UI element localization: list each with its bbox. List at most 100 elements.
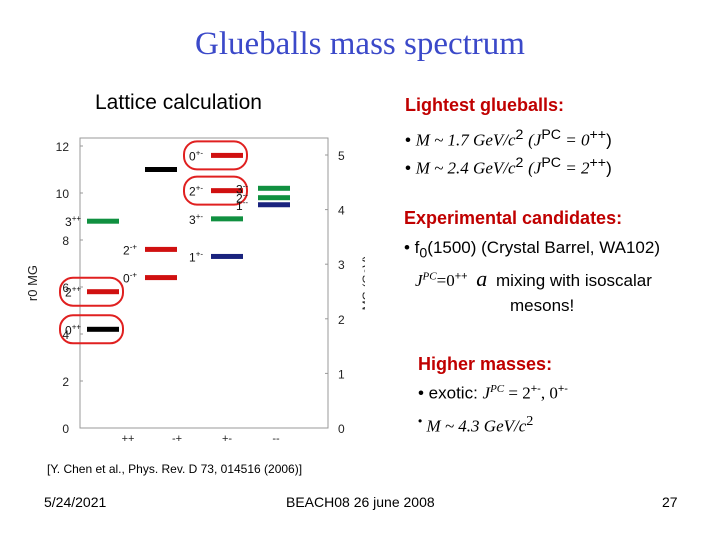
exp-line1-post: (1500) (Crystal Barrel, WA102) xyxy=(427,238,660,257)
exp-line-2: JPC=0++ a mixing with isoscalar xyxy=(415,266,652,292)
level-label: 3+- xyxy=(189,212,203,227)
jpc: (J xyxy=(528,158,542,178)
level-2-- xyxy=(258,195,290,201)
level-label-sup: ++ xyxy=(72,322,82,331)
level-1-- xyxy=(258,202,290,208)
jpc-eq: =0 xyxy=(436,271,455,290)
higher-pc: PC xyxy=(490,383,505,395)
jpc-pc: PC xyxy=(422,270,437,283)
level-2-+ xyxy=(145,246,177,252)
level-label-sup: -+ xyxy=(130,242,138,251)
higher-pre: • exotic: xyxy=(418,383,483,403)
level-2++ xyxy=(87,289,119,295)
higher-j: J xyxy=(482,383,491,403)
right-tick-label: 3 xyxy=(338,258,345,272)
footer-date: 5/24/2021 xyxy=(44,494,107,510)
level-label-sup: -+ xyxy=(130,271,138,280)
right-tick-label: 4 xyxy=(338,204,345,218)
right-tick-label: 0 xyxy=(338,422,345,436)
slide-title: Glueballs mass spectrum xyxy=(195,26,525,62)
level-label-sup: ++ xyxy=(72,214,82,223)
jpc-val-sup: ++ xyxy=(589,127,607,143)
level-3++ xyxy=(87,218,119,224)
arrow-icon: a xyxy=(476,266,488,291)
bullet: • xyxy=(418,414,423,428)
lightest-item-2: • M ~ 2.4 GeV/c2 (JPC = 2++) xyxy=(405,155,612,179)
level-3+- xyxy=(211,216,243,222)
level-0++ xyxy=(87,326,119,332)
exp-line-1: • f0(1500) (Crystal Barrel, WA102) xyxy=(404,238,660,261)
higher-mass: M ~ 4.3 GeV/c xyxy=(422,416,527,436)
level-0+- xyxy=(211,152,243,158)
level-label: 0++ xyxy=(65,322,81,337)
left-tick-label: 0 xyxy=(62,422,69,436)
circle-marker-2++ xyxy=(59,276,124,307)
lightest-item-1: • M ~ 1.7 GeV/c2 (JPC = 0++) xyxy=(405,127,612,151)
level-label: 2+- xyxy=(189,184,203,199)
y-axis-label-left: r0 MG xyxy=(25,265,40,301)
left-tick-label: 10 xyxy=(56,187,70,201)
higher-s1: +- xyxy=(530,383,541,395)
higher-eq: = 2 xyxy=(504,383,531,403)
level-label-sup: +- xyxy=(196,148,204,157)
level-label-sup: -- xyxy=(243,191,249,200)
x-category-label: -+ xyxy=(172,433,182,445)
experimental-heading: Experimental candidates: xyxy=(404,208,623,228)
higher-heading: Higher masses: xyxy=(418,354,553,374)
left-tick-label: 8 xyxy=(62,234,69,248)
jpc-j: J xyxy=(415,271,423,290)
x-category-label: ++ xyxy=(122,433,135,445)
level-label: 1-- xyxy=(236,198,248,213)
y-axis-label-right: MG (GeV) xyxy=(360,256,365,311)
level-2+- xyxy=(211,188,243,194)
jpc: (J xyxy=(528,130,542,150)
right-tick-label: 1 xyxy=(338,367,345,381)
level-3-- xyxy=(258,185,290,191)
exp: 2 xyxy=(515,127,524,143)
exp: 2 xyxy=(515,155,524,171)
level-label: 1+- xyxy=(189,249,203,264)
level-label-sup: +- xyxy=(196,184,204,193)
circle-marker-0++ xyxy=(59,314,124,345)
mass-value: M ~ 2.4 GeV/c xyxy=(415,158,516,178)
exp-line1-sub: 0 xyxy=(419,245,428,262)
close: ) xyxy=(606,158,612,178)
jpc-sup: PC xyxy=(541,127,562,143)
level-1+- xyxy=(211,253,243,259)
level-label: 2++ xyxy=(65,285,81,300)
level-label-sup: +- xyxy=(196,249,204,258)
x-category-label: +- xyxy=(222,433,232,445)
exp-line1-pre: • f xyxy=(404,238,420,257)
higher-mid: , 0 xyxy=(540,383,558,403)
level-label: 3++ xyxy=(65,214,81,229)
reference-citation: [Y. Chen et al., Phys. Rev. D 73, 014516… xyxy=(47,462,303,476)
exp-line-3: mesons! xyxy=(510,296,575,315)
left-tick-label: 2 xyxy=(62,375,69,389)
bullet: • xyxy=(405,158,411,178)
level-0-+ xyxy=(145,275,177,281)
lightest-heading: Lightest glueballs: xyxy=(405,95,565,115)
lattice-heading: Lattice calculation xyxy=(95,91,262,114)
x-category-label: -- xyxy=(272,433,280,445)
level-label-sup: +- xyxy=(196,212,204,221)
jpc-pp: ++ xyxy=(454,270,468,283)
right-tick-label: 5 xyxy=(338,149,345,163)
mass-value: M ~ 1.7 GeV/c xyxy=(415,130,516,150)
level-0*-+ xyxy=(145,167,177,172)
level-label-sup: -- xyxy=(243,181,249,190)
higher-line-1: • exotic: JPC = 2+-, 0+- xyxy=(418,383,568,404)
level-label: 0+- xyxy=(189,148,203,163)
level-label: 2-+ xyxy=(123,242,137,257)
left-tick-label: 4 xyxy=(62,328,69,342)
level-label: 0-+ xyxy=(123,271,137,286)
page-number: 27 xyxy=(662,494,678,510)
left-tick-label: 12 xyxy=(56,140,70,154)
circle-marker-2+- xyxy=(183,175,248,206)
plot-frame xyxy=(79,137,329,429)
jpc-sup: PC xyxy=(541,155,562,171)
level-label-sup: -- xyxy=(243,198,249,207)
close: ) xyxy=(606,130,612,150)
higher-s2: +- xyxy=(557,383,568,395)
left-tick-label: 6 xyxy=(62,281,69,295)
